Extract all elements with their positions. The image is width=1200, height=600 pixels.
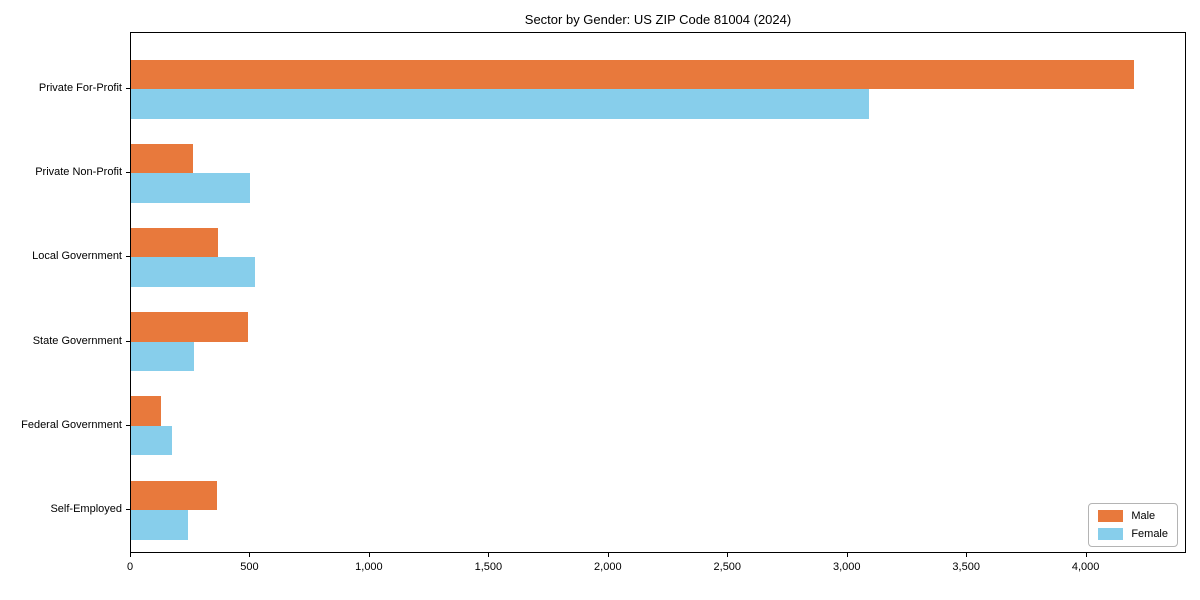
y-tick-label-private-non-profit: Private Non-Profit xyxy=(35,166,122,179)
x-tick-mark-3000 xyxy=(846,553,848,557)
x-tick-label-2000: 2,000 xyxy=(594,561,622,573)
bar-male-self-employed xyxy=(131,480,217,510)
bar-female-federal-government xyxy=(131,425,172,456)
chart-title: Sector by Gender: US ZIP Code 81004 (202… xyxy=(524,12,792,27)
y-tick-mark-private-non-profit xyxy=(126,172,130,174)
y-tick-label-federal-government: Federal Government xyxy=(21,418,122,431)
bar-male-federal-government xyxy=(131,396,161,426)
x-tick-label-500: 500 xyxy=(240,561,259,573)
x-tick-label-2500: 2,500 xyxy=(713,561,742,573)
legend-swatch-male xyxy=(1098,510,1124,522)
bar-female-self-employed xyxy=(131,510,189,540)
bar-female-state-government xyxy=(131,341,195,372)
x-tick-mark-1500 xyxy=(488,553,490,557)
x-tick-mark-2500 xyxy=(727,553,729,557)
y-tick-label-state-government: State Government xyxy=(32,334,122,347)
x-tick-label-3500: 3,500 xyxy=(952,561,980,573)
legend-entry-male: Male xyxy=(1098,510,1168,522)
x-tick-mark-0 xyxy=(130,553,131,557)
y-tick-mark-local-government xyxy=(126,256,130,258)
legend-label-female: Female xyxy=(1131,528,1168,540)
x-tick-mark-3500 xyxy=(966,553,968,557)
y-tick-label-self-employed: Self-Employed xyxy=(50,503,122,515)
legend: Male Female xyxy=(1088,503,1178,547)
y-tick-mark-federal-government xyxy=(126,424,130,426)
x-tick-label-0: 0 xyxy=(126,561,134,573)
y-tick-mark-self-employed xyxy=(126,509,130,510)
bar-female-private-non-profit xyxy=(131,173,251,203)
legend-entry-female: Female xyxy=(1098,528,1168,540)
x-tick-mark-2000 xyxy=(607,553,609,557)
y-tick-label-local-government: Local Government xyxy=(32,250,122,263)
x-tick-mark-1000 xyxy=(368,553,370,557)
x-tick-label-4000: 4,000 xyxy=(1071,561,1100,573)
y-tick-mark-private-for-profit xyxy=(126,88,130,89)
legend-label-male: Male xyxy=(1131,510,1156,522)
y-tick-mark-state-government xyxy=(126,340,130,342)
x-tick-mark-500 xyxy=(249,553,251,557)
bar-male-state-government xyxy=(131,312,249,342)
legend-swatch-female xyxy=(1098,528,1124,540)
bar-female-private-for-profit xyxy=(131,89,870,119)
x-tick-mark-4000 xyxy=(1085,553,1087,557)
y-tick-label-private-for-profit: Private For-Profit xyxy=(38,82,122,94)
x-tick-label-1000: 1,000 xyxy=(355,561,383,573)
plot-area: Male Female xyxy=(130,32,1186,553)
bar-male-private-for-profit xyxy=(131,59,1135,89)
bar-male-local-government xyxy=(131,227,219,258)
x-tick-label-3000: 3,000 xyxy=(832,561,861,573)
bar-male-private-non-profit xyxy=(131,143,194,174)
x-tick-label-1500: 1,500 xyxy=(474,561,503,573)
bar-female-local-government xyxy=(131,257,256,287)
